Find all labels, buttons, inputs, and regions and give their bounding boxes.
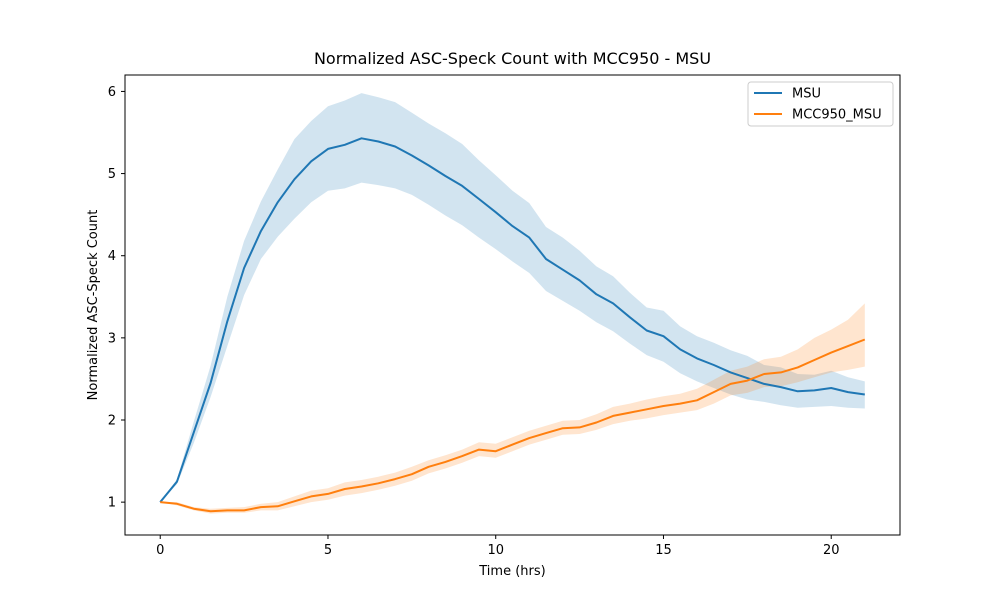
y-tick-label: 1 <box>108 496 116 511</box>
chart-title: Normalized ASC-Speck Count with MCC950 -… <box>314 49 711 68</box>
x-tick-label: 5 <box>324 543 332 558</box>
x-tick-label: 15 <box>655 543 672 558</box>
series-lines <box>159 137 866 513</box>
y-axis-label: Normalized ASC-Speck Count <box>86 210 101 401</box>
y-tick-label: 6 <box>108 85 116 100</box>
y-tick-label: 5 <box>108 167 116 182</box>
line-mcc950-msu <box>160 338 866 513</box>
y-tick-label: 3 <box>108 331 116 346</box>
x-axis-label: Time (hrs) <box>478 564 545 579</box>
y-axis-ticks: 1 2 3 4 5 6 <box>108 85 125 511</box>
x-tick-label: 0 <box>156 543 164 558</box>
x-tick-label: 10 <box>487 543 504 558</box>
y-tick-label: 2 <box>108 414 116 429</box>
line-msu <box>159 137 865 503</box>
y-tick-label: 4 <box>108 249 116 264</box>
legend: MSU MCC950_MSU <box>747 81 894 127</box>
legend-box <box>747 81 894 127</box>
legend-label: MSU <box>792 87 821 102</box>
legend-label: MCC950_MSU <box>792 108 882 123</box>
x-axis-ticks: 0 5 10 15 20 <box>156 535 839 558</box>
x-tick-label: 20 <box>823 543 840 558</box>
plot-frame <box>124 74 901 536</box>
